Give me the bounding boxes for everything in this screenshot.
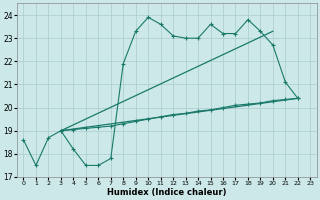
X-axis label: Humidex (Indice chaleur): Humidex (Indice chaleur) [107,188,227,197]
